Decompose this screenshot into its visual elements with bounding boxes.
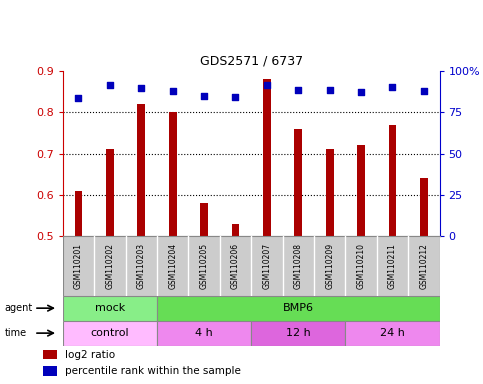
Text: 4 h: 4 h [195,328,213,338]
Point [200,93,208,99]
Text: control: control [91,328,129,338]
Text: GSM110206: GSM110206 [231,243,240,289]
Text: GSM110208: GSM110208 [294,243,303,289]
Point [389,84,397,90]
Point [106,83,114,89]
Point [263,83,271,89]
Text: GSM110204: GSM110204 [168,243,177,289]
Text: mock: mock [95,303,125,313]
Text: GSM110205: GSM110205 [199,243,209,289]
Title: GDS2571 / 6737: GDS2571 / 6737 [199,54,303,67]
Point [420,88,428,94]
Text: GSM110211: GSM110211 [388,243,397,289]
Point [74,95,82,101]
Bar [63,321,157,346]
Bar [357,146,365,236]
Text: GSM110209: GSM110209 [325,243,334,289]
Bar [157,321,251,346]
Bar [388,125,397,236]
Bar [345,321,440,346]
Bar [63,296,157,321]
Text: log2 ratio: log2 ratio [65,349,115,359]
Text: 24 h: 24 h [380,328,405,338]
Bar [251,321,345,346]
Bar [420,178,428,236]
Text: GSM110210: GSM110210 [356,243,366,289]
Bar [326,149,334,236]
Text: BMP6: BMP6 [283,303,314,313]
Point [138,84,145,91]
Text: agent: agent [5,303,33,313]
Bar [263,79,271,236]
Bar [157,296,440,321]
Bar [43,350,57,359]
Bar [137,104,145,236]
Text: percentile rank within the sample: percentile rank within the sample [65,366,241,376]
Point [357,89,365,95]
Text: 12 h: 12 h [286,328,311,338]
Bar [169,112,177,236]
Text: GSM110203: GSM110203 [137,243,146,289]
Text: GSM110201: GSM110201 [74,243,83,289]
Point [326,86,333,93]
Bar [294,129,302,236]
Bar [231,224,240,236]
Text: GSM110207: GSM110207 [262,243,271,289]
Bar [106,149,114,236]
Text: GSM110212: GSM110212 [419,243,428,289]
Point [232,94,240,100]
Text: GSM110202: GSM110202 [105,243,114,289]
Bar [43,366,57,376]
Point [295,86,302,93]
Point [169,88,177,94]
Bar [200,203,208,236]
Text: time: time [5,328,27,338]
Bar [74,191,83,236]
